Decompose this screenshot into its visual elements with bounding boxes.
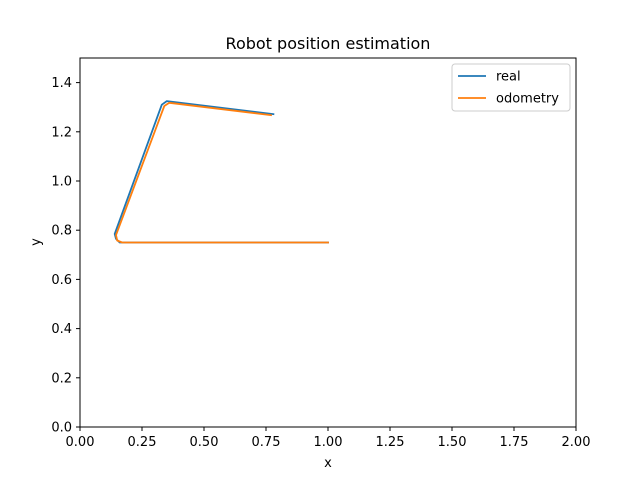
y-tick-label: 0.8 [51,224,72,239]
y-tick-label: 0.6 [51,273,72,288]
y-tick-label: 0.0 [51,421,72,436]
y-tick-label: 1.0 [51,175,72,190]
y-tick-label: 1.4 [51,76,72,91]
series-line-real [113,100,329,244]
chart-title: Robot position estimation [226,34,431,53]
y-tick-label: 0.2 [51,371,72,386]
legend-label-real: real [496,70,521,85]
x-tick-label: 2.00 [562,435,591,450]
x-tick-label: 1.00 [314,435,343,450]
x-tick-label: 1.25 [376,435,405,450]
x-axis: 0.00 0.25 0.50 0.75 1.00 1.25 1.50 1.75 2.00 [66,427,591,450]
y-axis-label: y [29,238,44,246]
plot-lines [113,100,329,244]
series-line-odometry [115,101,329,244]
x-tick-label: 1.50 [438,435,467,450]
x-tick-label: 0.75 [252,435,281,450]
x-axis-label: x [324,456,332,471]
x-tick-label: 0.50 [190,435,219,450]
legend-label-odometry: odometry [496,92,559,107]
x-tick-label: 0.00 [66,435,95,450]
y-tick-label: 1.2 [51,125,72,140]
x-tick-label: 0.25 [128,435,157,450]
legend: real odometry [451,63,571,112]
x-tick-label: 1.75 [500,435,529,450]
y-axis: 0.0 0.2 0.4 0.6 0.8 1.0 1.2 1.4 [51,76,80,436]
y-tick-label: 0.4 [51,322,72,337]
